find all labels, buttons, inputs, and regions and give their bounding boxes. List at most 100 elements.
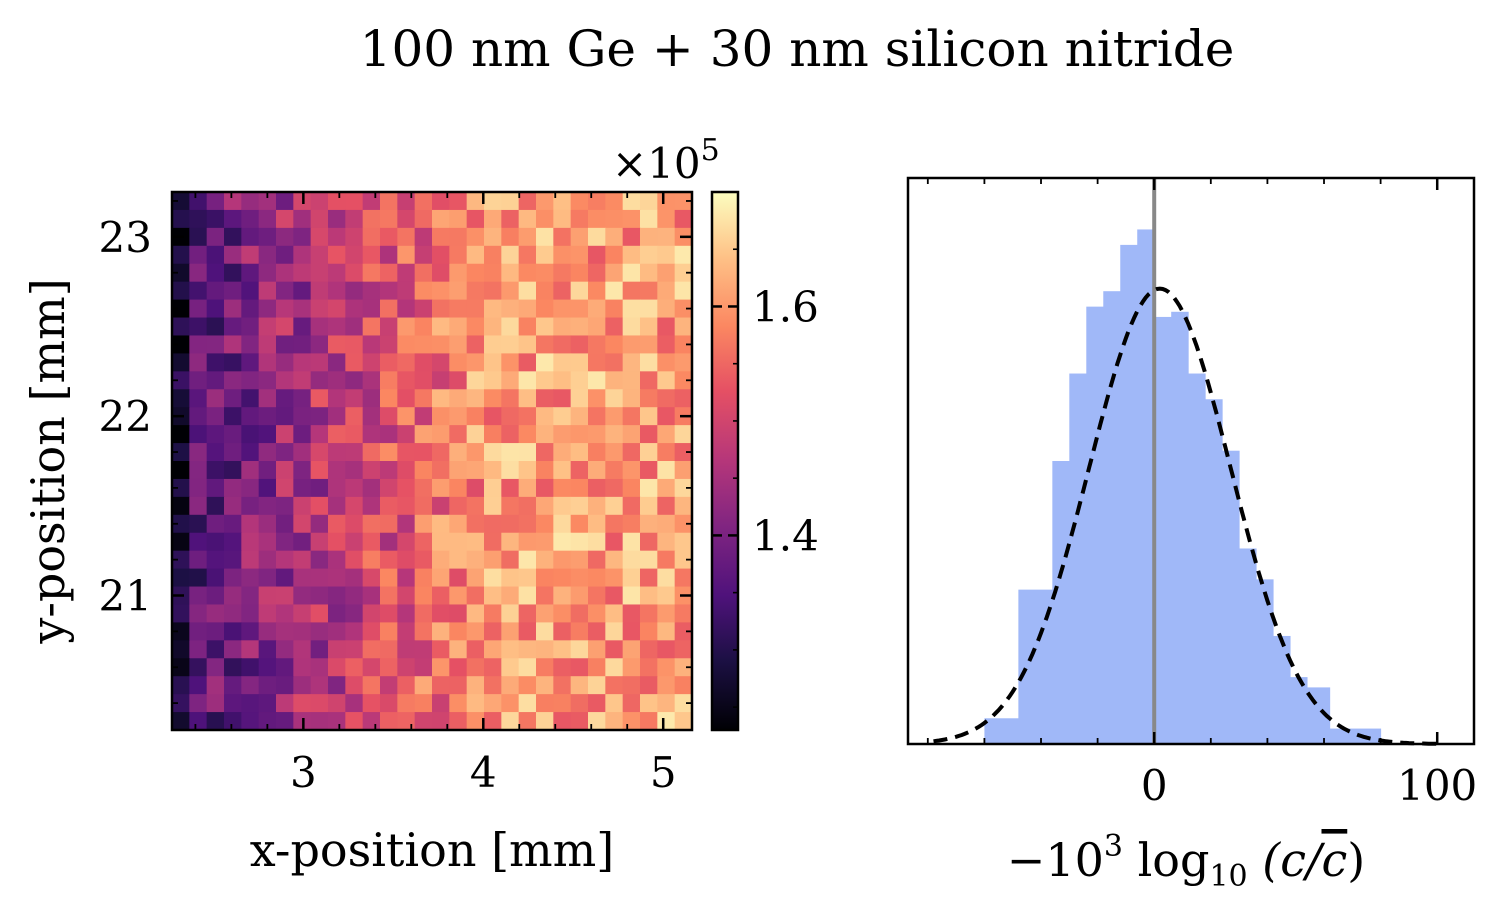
heatmap-cell bbox=[362, 496, 381, 516]
heatmap-cell bbox=[328, 209, 346, 229]
heatmap-cell bbox=[640, 712, 658, 731]
heatmap-cell bbox=[536, 245, 554, 265]
histogram-bar bbox=[984, 718, 1019, 744]
heatmap-cell bbox=[276, 640, 294, 659]
heatmap-cell bbox=[258, 550, 277, 570]
heatmap-cell bbox=[293, 407, 312, 426]
heatmap-y-tick-label: 22 bbox=[99, 392, 152, 441]
heatmap-cell bbox=[189, 389, 208, 408]
heatmap-cell bbox=[466, 550, 485, 570]
heatmap-cell bbox=[588, 532, 606, 552]
heatmap-cell bbox=[258, 640, 277, 659]
heatmap-cell bbox=[484, 712, 502, 731]
heatmap-cell bbox=[605, 281, 624, 301]
heatmap-cell bbox=[276, 658, 294, 677]
heatmap-cell bbox=[449, 192, 468, 211]
heatmap-cell bbox=[380, 478, 398, 498]
heatmap-cell bbox=[484, 209, 502, 229]
heatmap-cell bbox=[380, 425, 398, 444]
heatmap-cell bbox=[293, 317, 312, 337]
heatmap-cell bbox=[553, 640, 572, 659]
heatmap-cell bbox=[414, 317, 433, 337]
heatmap-cell bbox=[553, 550, 572, 570]
heatmap-cell bbox=[466, 425, 485, 444]
heatmap-cell bbox=[293, 425, 312, 444]
heatmap-cell bbox=[206, 299, 225, 319]
heatmap-cell bbox=[328, 299, 346, 319]
heatmap-cell bbox=[588, 676, 606, 695]
heatmap-cell bbox=[570, 676, 589, 695]
heatmap-cell bbox=[380, 461, 398, 480]
heatmap-cell bbox=[640, 640, 658, 659]
heatmap-cell bbox=[640, 443, 658, 462]
heatmap-cell bbox=[449, 568, 468, 588]
heatmap-cell bbox=[206, 407, 225, 426]
heatmap-cell bbox=[588, 281, 606, 301]
heatmap-cell bbox=[189, 622, 208, 641]
heatmap-cell bbox=[622, 478, 641, 498]
heatmap-cell bbox=[328, 263, 346, 283]
heatmap-cell bbox=[536, 317, 554, 337]
heatmap-cell bbox=[172, 317, 190, 337]
heatmap-cell bbox=[397, 676, 416, 695]
heatmap-x-tick-label: 4 bbox=[470, 748, 497, 797]
heatmap-cell bbox=[553, 281, 572, 301]
heatmap-cell bbox=[432, 712, 450, 731]
heatmap-cell bbox=[553, 335, 572, 354]
heatmap-cell bbox=[536, 461, 554, 480]
heatmap-cell bbox=[258, 694, 277, 713]
heatmap-cell bbox=[518, 425, 537, 444]
heatmap-cell bbox=[328, 496, 346, 516]
heatmap-cell bbox=[310, 371, 329, 390]
heatmap-cell bbox=[501, 263, 520, 283]
heatmap-cell bbox=[501, 496, 520, 516]
heatmap-cell bbox=[622, 281, 641, 301]
heatmap-cell bbox=[397, 209, 416, 229]
xlabel-close: ) bbox=[1347, 833, 1365, 887]
heatmap-cell bbox=[172, 245, 190, 265]
heatmap-cell bbox=[484, 389, 502, 408]
heatmap-cell bbox=[241, 425, 260, 444]
heatmap-cell bbox=[536, 227, 554, 247]
heatmap-cell bbox=[501, 281, 520, 301]
heatmap-cell bbox=[570, 496, 589, 516]
heatmap-cell bbox=[258, 371, 277, 390]
heatmap-y-axis-label: y-position [mm] bbox=[21, 278, 75, 644]
heatmap-cell bbox=[276, 245, 294, 265]
heatmap-cell bbox=[518, 443, 537, 462]
heatmap-cell bbox=[397, 371, 416, 390]
heatmap-cell bbox=[432, 227, 450, 247]
heatmap-cell bbox=[570, 658, 589, 677]
heatmap-cell bbox=[536, 568, 554, 588]
heatmap-cell bbox=[310, 335, 329, 354]
heatmap-cell bbox=[536, 209, 554, 229]
heatmap-cell bbox=[484, 658, 502, 677]
heatmap-cell bbox=[397, 694, 416, 713]
heatmap-cell bbox=[397, 425, 416, 444]
heatmap-cell bbox=[588, 227, 606, 247]
heatmap-cell bbox=[588, 263, 606, 283]
histogram-x-tick-label: 0 bbox=[1141, 761, 1168, 810]
heatmap-cell bbox=[657, 461, 676, 480]
heatmap-cell bbox=[345, 263, 364, 283]
heatmap-cell bbox=[224, 496, 242, 516]
heatmap-cell bbox=[397, 407, 416, 426]
heatmap-cell bbox=[258, 245, 277, 265]
heatmap-cell bbox=[172, 532, 190, 552]
histogram-bar bbox=[1154, 316, 1172, 744]
heatmap-cell bbox=[328, 640, 346, 659]
heatmap-cell bbox=[380, 407, 398, 426]
heatmap-cell bbox=[536, 371, 554, 390]
heatmap-cell bbox=[189, 209, 208, 229]
heatmap-cell bbox=[362, 640, 381, 659]
heatmap-cell bbox=[241, 245, 260, 265]
heatmap-cell bbox=[553, 568, 572, 588]
heatmap-cell bbox=[640, 353, 658, 372]
heatmap-cell bbox=[640, 676, 658, 695]
heatmap-tick-labels: 3 4 5 21 22 23 bbox=[99, 213, 677, 797]
heatmap-cell bbox=[536, 532, 554, 552]
colorbar-scale-base: ×10 bbox=[612, 139, 701, 188]
heatmap-cell bbox=[674, 514, 693, 534]
heatmap-cell bbox=[362, 263, 381, 283]
heatmap-cell bbox=[622, 353, 641, 372]
